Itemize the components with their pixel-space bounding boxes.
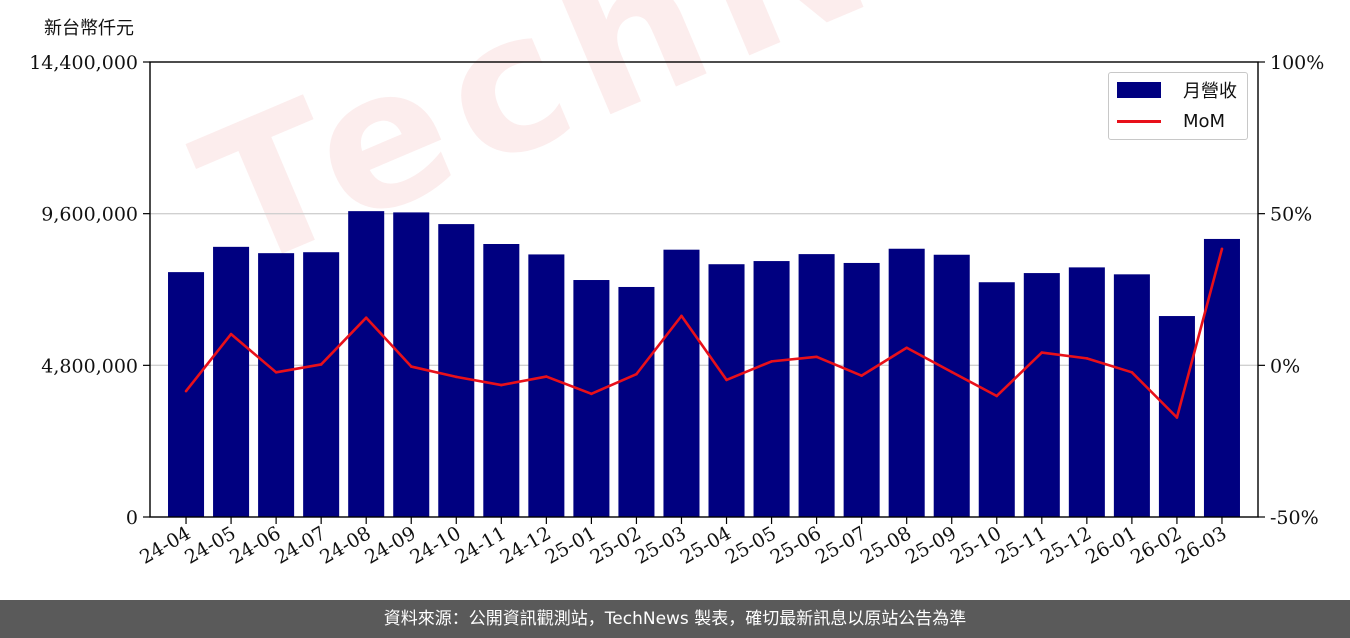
x-tick-label-24-08: 24-08 — [316, 522, 374, 568]
bar-25-06 — [798, 254, 835, 517]
x-tick-label-24-11: 24-11 — [451, 522, 509, 568]
legend-swatch-line — [1117, 119, 1161, 123]
x-tick-label-25-01: 25-01 — [541, 522, 599, 568]
mom-point-25-12 — [1085, 357, 1089, 360]
x-tick-label-25-09: 25-09 — [902, 522, 960, 568]
mom-point-24-08 — [364, 316, 368, 320]
mom-point-24-09 — [409, 365, 413, 368]
mom-point-25-06 — [815, 355, 818, 359]
x-tick-label-25-08: 25-08 — [857, 522, 915, 568]
chart-area: TechNews 新台幣仟元 04,800,0009,600,00014,400… — [29, 0, 1333, 569]
mom-point-26-01 — [1130, 371, 1134, 374]
mom-point-26-03 — [1220, 247, 1224, 251]
left-tick-label: 4,800,000 — [41, 355, 138, 377]
bar-25-11 — [1023, 273, 1060, 517]
mom-point-25-10 — [995, 394, 999, 398]
x-tick-label-24-05: 24-05 — [181, 522, 239, 568]
left-tick-label: 0 — [126, 507, 138, 529]
right-tick-label: 50% — [1270, 204, 1312, 226]
x-tick-label-25-12: 25-12 — [1037, 522, 1095, 568]
bar-25-10 — [978, 282, 1015, 517]
x-tick-label-24-12: 24-12 — [496, 522, 554, 568]
x-tick-label-24-07: 24-07 — [271, 522, 329, 568]
mom-line — [185, 248, 1224, 419]
bar-24-11 — [483, 244, 520, 517]
bar-26-03 — [1203, 238, 1240, 517]
right-tick-label: 0% — [1270, 355, 1300, 377]
source-footer: 資料來源：公開資訊觀測站，TechNews 製表，確切最新訊息以原站公告為準 — [0, 600, 1350, 638]
x-tick-label-24-04: 24-04 — [136, 522, 194, 568]
bar-24-06 — [258, 253, 295, 517]
x-tick-label-25-11: 25-11 — [992, 522, 1050, 568]
mom-point-25-09 — [950, 370, 954, 374]
x-tick-label-25-02: 25-02 — [586, 522, 644, 568]
mom-point-24-04 — [184, 389, 188, 393]
x-tick-label-25-06: 25-06 — [767, 522, 825, 568]
bar-25-05 — [753, 261, 790, 517]
left-tick-label: 9,600,000 — [41, 204, 138, 226]
x-tick-label-25-03: 25-03 — [632, 522, 690, 568]
x-tick-label-25-10: 25-10 — [947, 522, 1005, 568]
mom-point-24-10 — [454, 375, 458, 379]
bar-24-12 — [528, 254, 565, 518]
mom-point-25-03 — [680, 314, 683, 318]
mom-point-25-01 — [590, 392, 593, 396]
bar-24-05 — [213, 246, 250, 517]
revenue-chart: 0 4,800,000 9,600,000 14,400,000 -50% 0% 50% 10… — [29, 52, 1324, 569]
bar-25-12 — [1068, 267, 1105, 517]
x-tick-label-26-01: 26-01 — [1082, 522, 1140, 568]
bar-25-09 — [933, 254, 970, 518]
bar-25-02 — [618, 286, 655, 517]
bar-25-07 — [843, 262, 880, 517]
bar-24-07 — [303, 252, 340, 517]
x-tick-label-25-04: 25-04 — [677, 522, 735, 568]
mom-point-26-02 — [1175, 416, 1179, 419]
y-axis-unit-label: 新台幣仟元 — [44, 18, 134, 39]
bar-25-03 — [663, 249, 700, 517]
mom-point-25-07 — [860, 374, 863, 377]
x-tick-label-26-03: 26-03 — [1172, 522, 1230, 568]
bar-25-01 — [573, 280, 610, 517]
right-tick-label: -50% — [1270, 507, 1319, 529]
x-tick-label-25-07: 25-07 — [812, 522, 870, 568]
chart-legend: 月營收 MoM — [1108, 72, 1248, 140]
mom-point-25-08 — [905, 346, 908, 350]
legend-swatch-bar — [1117, 82, 1161, 98]
left-tick-label: 14,400,000 — [29, 52, 138, 74]
bar-24-04 — [168, 272, 205, 517]
legend-item-revenue: 月營收 — [1117, 77, 1237, 103]
bar-24-10 — [438, 224, 475, 517]
x-tick-label-24-09: 24-09 — [361, 522, 419, 568]
x-tick-label-24-10: 24-10 — [406, 522, 464, 568]
legend-label-revenue: 月營收 — [1183, 81, 1237, 102]
mom-point-25-02 — [635, 372, 638, 376]
bar-26-01 — [1113, 274, 1150, 517]
bar-25-04 — [708, 264, 745, 517]
mom-point-24-05 — [229, 332, 233, 336]
mom-point-25-04 — [725, 378, 728, 382]
mom-point-25-05 — [770, 360, 773, 363]
x-tick-label-25-05: 25-05 — [722, 522, 780, 568]
bar-24-08 — [348, 211, 385, 517]
x-tick-label-24-06: 24-06 — [226, 522, 284, 568]
mom-point-24-11 — [500, 383, 503, 387]
mom-point-24-12 — [545, 375, 548, 378]
legend-label-mom: MoM — [1183, 110, 1226, 132]
mom-point-24-06 — [274, 371, 278, 374]
legend-item-mom: MoM — [1117, 108, 1225, 134]
bar-25-08 — [888, 248, 925, 518]
right-tick-label: 100% — [1270, 52, 1324, 74]
plot-frame — [149, 61, 1259, 518]
x-tick-label-26-02: 26-02 — [1127, 522, 1185, 568]
mom-point-24-07 — [319, 363, 323, 366]
mom-point-25-11 — [1040, 351, 1044, 354]
